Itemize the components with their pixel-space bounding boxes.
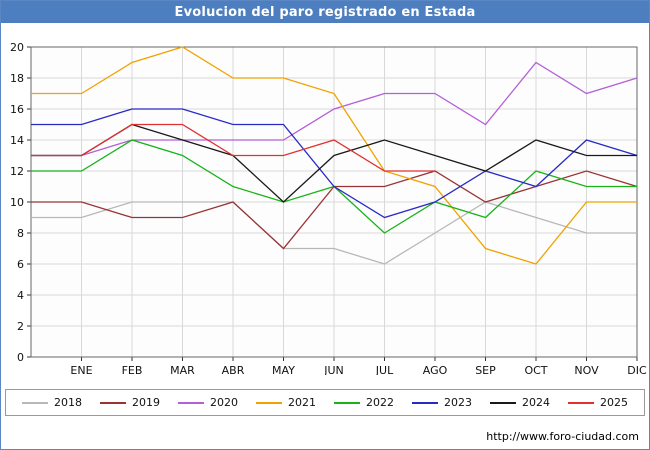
y-tick-label: 6 [17,258,24,271]
legend: 2018 2019 2020 2021 2022 2023 2024 2025 [5,389,645,416]
x-tick-label: ABR [222,364,245,375]
x-tick-label: NOV [574,364,599,375]
legend-item-2024: 2024 [490,396,550,409]
legend-label: 2024 [522,396,550,409]
y-tick-label: 12 [10,165,24,178]
legend-item-2025: 2025 [568,396,628,409]
legend-label: 2020 [210,396,238,409]
x-tick-label: DIC [627,364,647,375]
legend-swatch [412,401,438,404]
legend-item-2021: 2021 [256,396,316,409]
legend-item-2018: 2018 [22,396,82,409]
x-tick-label: OCT [524,364,547,375]
y-tick-label: 2 [17,320,24,333]
legend-item-2020: 2020 [178,396,238,409]
legend-label: 2023 [444,396,472,409]
y-tick-label: 10 [10,196,24,209]
x-tick-label: MAY [272,364,295,375]
x-tick-label: JUN [323,364,344,375]
x-tick-label: SEP [475,364,496,375]
x-tick-label: JUL [375,364,394,375]
x-tick-label: ENE [70,364,92,375]
legend-swatch [568,401,594,404]
legend-label: 2025 [600,396,628,409]
series-line-2021 [31,46,637,265]
x-tick-label: MAR [170,364,195,375]
plot-area: 0 2 4 6 8 10 12 14 16 18 20 ENE FEB MAR ABR MAY JUN JUL AG… [1,23,649,379]
legend-swatch [490,401,516,404]
legend-swatch [256,401,282,404]
y-tick-label: 4 [17,289,24,302]
footer: http://www.foro-ciudad.com [1,426,649,449]
y-tick-label: 0 [17,351,24,364]
legend-swatch [100,401,126,404]
x-tick-label: AGO [423,364,448,375]
y-tick-label: 18 [10,72,24,85]
y-tick-label: 14 [10,134,24,147]
footer-link[interactable]: http://www.foro-ciudad.com [486,430,639,443]
legend-label: 2019 [132,396,160,409]
series-line-2018 [31,201,637,265]
legend-swatch [178,401,204,404]
legend-label: 2021 [288,396,316,409]
y-tick-label: 16 [10,103,24,116]
legend-label: 2022 [366,396,394,409]
legend-item-2019: 2019 [100,396,160,409]
y-tick-label: 20 [10,41,24,54]
legend-swatch [22,401,48,404]
series-line-2023 [31,108,638,219]
legend-item-2022: 2022 [334,396,394,409]
legend-item-2023: 2023 [412,396,472,409]
chart-title: Evolucion del paro registrado en Estada [1,1,649,23]
legend-label: 2018 [54,396,82,409]
series-line-2025 [31,123,435,172]
y-tick-label: 8 [17,227,24,240]
line-chart: 0 2 4 6 8 10 12 14 16 18 20 ENE FEB MAR ABR MAY JUN JUL AG… [10,41,647,377]
legend-swatch [334,401,360,404]
x-tick-label: FEB [122,364,143,375]
